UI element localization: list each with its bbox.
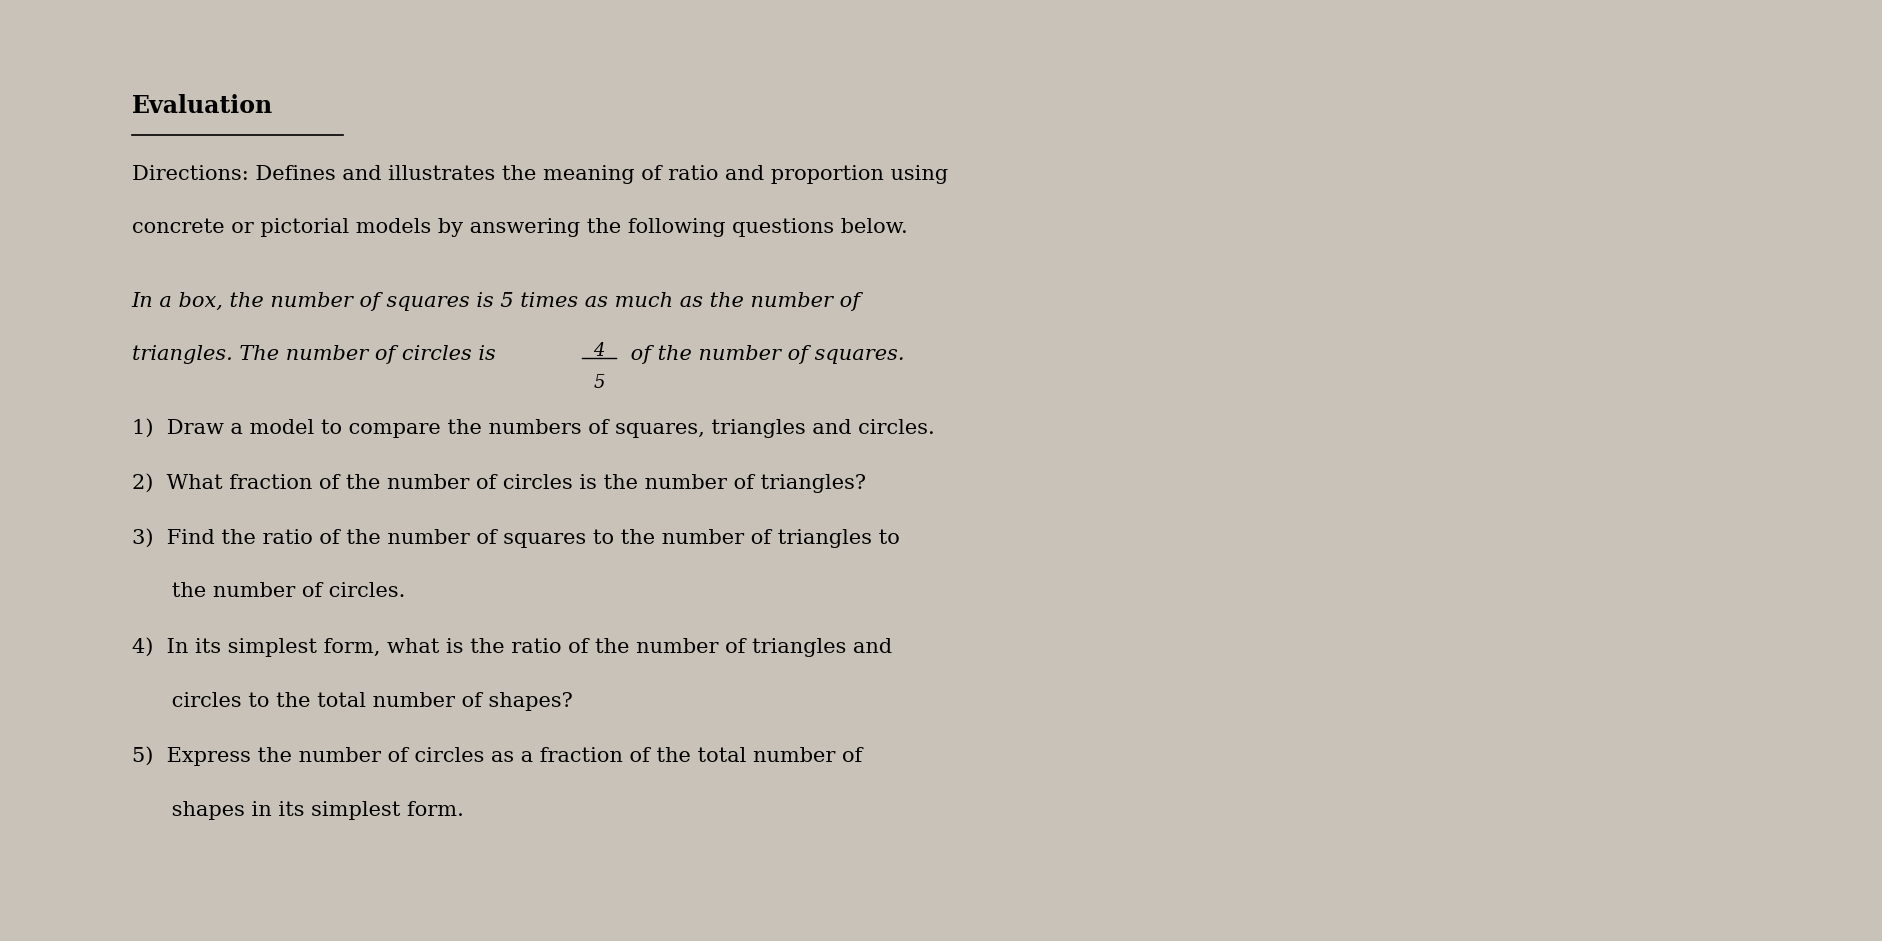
Text: 2)  What fraction of the number of circles is the number of triangles?: 2) What fraction of the number of circle… bbox=[132, 473, 866, 493]
Text: Directions: Defines and illustrates the meaning of ratio and proportion using: Directions: Defines and illustrates the … bbox=[132, 165, 947, 183]
Text: of the number of squares.: of the number of squares. bbox=[623, 345, 903, 364]
Text: 5)  Express the number of circles as a fraction of the total number of: 5) Express the number of circles as a fr… bbox=[132, 746, 862, 766]
Text: 4: 4 bbox=[593, 342, 604, 359]
Text: 3)  Find the ratio of the number of squares to the number of triangles to: 3) Find the ratio of the number of squar… bbox=[132, 528, 900, 548]
Text: 5: 5 bbox=[593, 374, 604, 391]
Text: 1)  Draw a model to compare the numbers of squares, triangles and circles.: 1) Draw a model to compare the numbers o… bbox=[132, 419, 933, 439]
Text: the number of circles.: the number of circles. bbox=[132, 582, 405, 601]
Text: In a box, the number of squares is 5 times as much as the number of: In a box, the number of squares is 5 tim… bbox=[132, 292, 860, 311]
Text: circles to the total number of shapes?: circles to the total number of shapes? bbox=[132, 692, 572, 710]
Text: concrete or pictorial models by answering the following questions below.: concrete or pictorial models by answerin… bbox=[132, 218, 907, 237]
Text: Evaluation: Evaluation bbox=[132, 94, 273, 119]
Text: 4)  In its simplest form, what is the ratio of the number of triangles and: 4) In its simplest form, what is the rat… bbox=[132, 637, 892, 657]
Text: triangles. The number of circles is: triangles. The number of circles is bbox=[132, 345, 502, 364]
Text: shapes in its simplest form.: shapes in its simplest form. bbox=[132, 801, 463, 820]
